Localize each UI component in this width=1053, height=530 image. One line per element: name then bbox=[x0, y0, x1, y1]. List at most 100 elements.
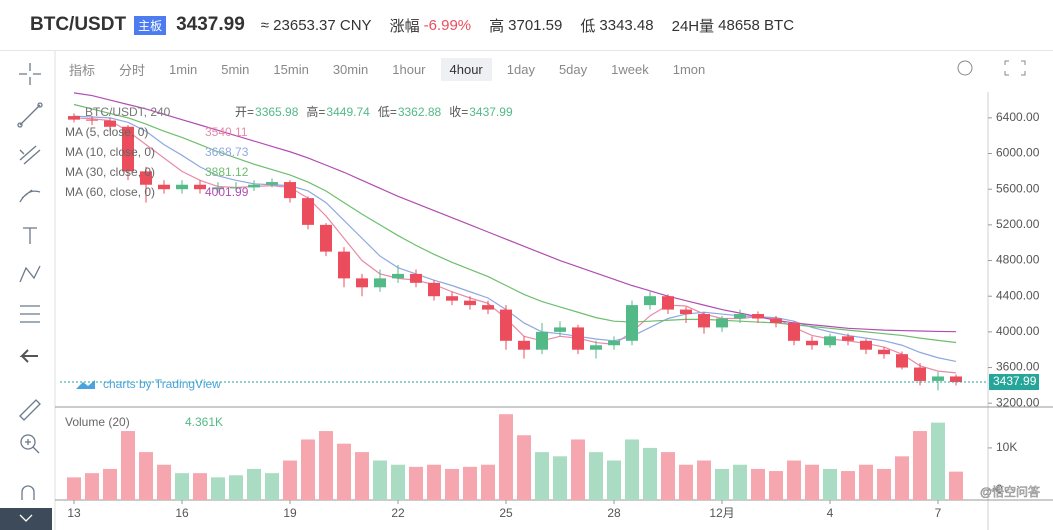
candle-body bbox=[878, 349, 890, 355]
cny: ≈ 23653.37 CNY bbox=[260, 16, 372, 34]
candle-body bbox=[824, 336, 836, 346]
volume-bar bbox=[427, 464, 441, 500]
ohlc-label: 低= bbox=[378, 105, 397, 119]
candle-body bbox=[140, 171, 152, 185]
ma-legend-name: MA (10, close, 0) bbox=[65, 145, 155, 159]
candle-body bbox=[950, 376, 962, 382]
vol: 48658 BTC bbox=[718, 16, 795, 34]
ma-legend-value: 4001.99 bbox=[205, 185, 249, 199]
volume-bar bbox=[625, 439, 639, 500]
x-tick-label: 25 bbox=[499, 506, 513, 520]
frame bbox=[55, 60, 1053, 530]
candle-body bbox=[122, 126, 134, 172]
volume-bar bbox=[553, 456, 567, 500]
candle-body bbox=[410, 273, 422, 283]
candle-body bbox=[860, 340, 872, 350]
volume-bar bbox=[391, 464, 405, 500]
candle-body bbox=[698, 314, 710, 328]
candle-body bbox=[500, 309, 512, 341]
candle-body bbox=[536, 331, 548, 350]
volume-bar bbox=[733, 464, 747, 500]
interval[interactable]: 4hour bbox=[440, 57, 492, 81]
y-tick-label: 6400.00 bbox=[996, 110, 1040, 124]
x-tick-label: 7 bbox=[935, 506, 942, 520]
volume-legend-name: Volume (20) bbox=[65, 415, 130, 429]
volume-bar bbox=[193, 473, 207, 500]
change-label: 涨幅 bbox=[389, 17, 420, 35]
x-tick-label: 28 bbox=[607, 506, 621, 520]
volume-bar bbox=[571, 439, 585, 500]
ma-legend-name: MA (30, close, 0) bbox=[65, 165, 155, 179]
candle-body bbox=[626, 305, 638, 341]
volume-bar bbox=[463, 466, 477, 500]
interval[interactable]: 1hour bbox=[392, 61, 426, 77]
candle-body bbox=[608, 340, 620, 346]
candle-body bbox=[212, 187, 224, 190]
interval[interactable]: 分时 bbox=[119, 62, 146, 78]
sidebar bbox=[0, 50, 56, 530]
ohlc-value: 3449.74 bbox=[326, 105, 370, 119]
vol-tick-label: 10K bbox=[996, 440, 1017, 454]
volume-bar bbox=[355, 452, 369, 500]
candle-body bbox=[302, 198, 314, 225]
candle-body bbox=[896, 354, 908, 368]
volume-bar bbox=[481, 464, 495, 500]
candle-body bbox=[248, 184, 260, 188]
interval[interactable]: 1min bbox=[169, 61, 198, 77]
volume-bar bbox=[157, 464, 171, 500]
volume-bar bbox=[373, 460, 387, 500]
interval[interactable]: 1day bbox=[506, 61, 535, 77]
volume-bar bbox=[319, 431, 333, 500]
x-tick-label: 19 bbox=[283, 506, 297, 520]
volume-bar bbox=[715, 468, 729, 500]
low: 3343.48 bbox=[599, 16, 654, 34]
volume-bar bbox=[247, 468, 261, 500]
volume-bar bbox=[265, 473, 279, 500]
candle-body bbox=[284, 182, 296, 199]
volume-bar bbox=[697, 460, 711, 500]
ma-legend-value: 3881.12 bbox=[205, 165, 249, 179]
ohlc-label: 收= bbox=[449, 105, 468, 119]
candle-body bbox=[338, 251, 350, 279]
x-tick-label: 16 bbox=[175, 506, 189, 520]
interval[interactable]: 1week bbox=[611, 61, 649, 77]
corner-mark: @悟空问答 bbox=[980, 484, 1040, 499]
volume-bar bbox=[841, 471, 855, 500]
watermark: charts by TradingView bbox=[103, 377, 221, 391]
high: 3701.59 bbox=[508, 16, 563, 34]
x-tick-label: 4 bbox=[827, 506, 834, 520]
interval[interactable]: 指标 bbox=[69, 62, 96, 78]
toolbar: 指标 分时 1min 5min 15min 30min 1hour 4hour 1day 5day… bbox=[60, 55, 720, 83]
candle-body bbox=[770, 318, 782, 323]
y-tick-label: 4800.00 bbox=[996, 253, 1040, 267]
volume-bar bbox=[517, 435, 531, 500]
volume-bar bbox=[139, 452, 153, 500]
candle-body bbox=[158, 184, 170, 190]
interval[interactable]: 5min bbox=[221, 61, 250, 77]
candle-body bbox=[752, 314, 764, 319]
interval[interactable]: 15min bbox=[273, 61, 309, 77]
volume-bar bbox=[301, 439, 315, 500]
volume-bar bbox=[805, 464, 819, 500]
high-label: 高 bbox=[489, 17, 505, 35]
candle-body bbox=[734, 314, 746, 319]
candle-body bbox=[266, 182, 278, 185]
candle-body bbox=[464, 300, 476, 306]
candle-body bbox=[662, 296, 674, 310]
volume-bar bbox=[661, 452, 675, 500]
interval[interactable]: 1mon bbox=[672, 61, 706, 77]
chart-title: BTC/USDT, 240 bbox=[85, 105, 171, 119]
candle-body bbox=[680, 309, 692, 315]
volume-bar bbox=[121, 431, 135, 500]
volume-bar bbox=[445, 468, 459, 500]
volume-bar bbox=[859, 464, 873, 500]
interval[interactable]: 30min bbox=[332, 61, 369, 77]
symbol: BTC/USDT bbox=[30, 14, 127, 35]
ma-legend-name: MA (60, close, 0) bbox=[65, 185, 155, 199]
y-tick-label: 5200.00 bbox=[996, 217, 1040, 231]
y-tick-label: 4000.00 bbox=[996, 324, 1040, 338]
volume-bar bbox=[535, 452, 549, 500]
volume-bar bbox=[895, 456, 909, 500]
interval[interactable]: 5day bbox=[558, 61, 588, 77]
